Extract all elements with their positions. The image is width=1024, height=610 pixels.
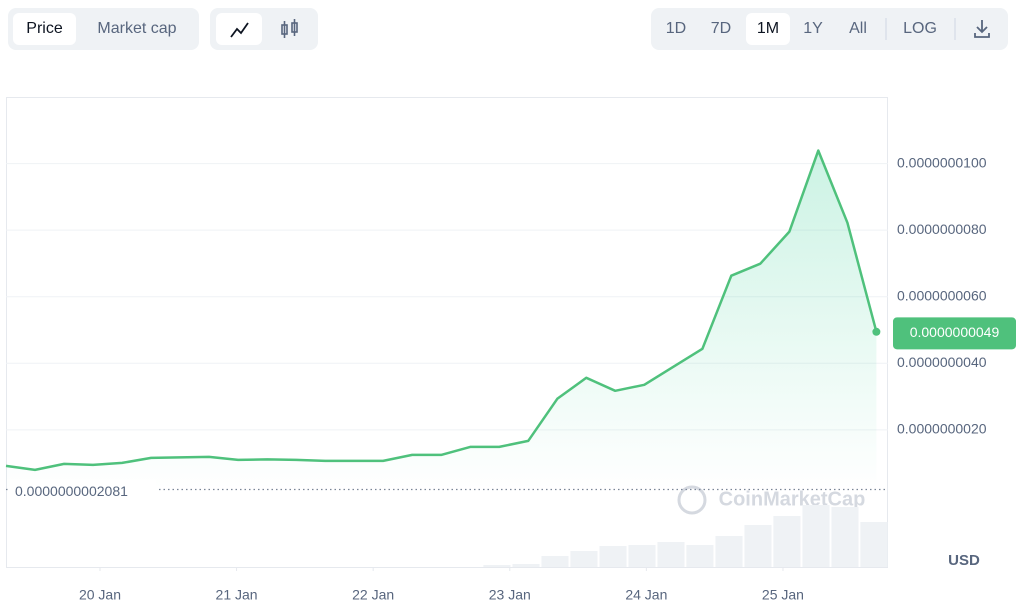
baseline-label-bg [10,479,156,500]
price-line [5,149,878,472]
x-tick-label: 20 Jan [79,587,121,603]
y-tick-label: 0.0000000100 [897,154,987,170]
range-button[interactable]: 1Y [803,20,823,37]
volume-bar [860,522,888,567]
range-group [651,8,1008,50]
y-tick-label: 0.0000000040 [897,354,987,370]
x-tick-label: 24 Jan [625,587,667,603]
plot: CoinMarketCap 0.0000000002081 [5,149,888,571]
volume-bar [628,545,656,567]
volume-bar [512,564,540,567]
line-style-button[interactable] [216,13,262,45]
plot-frame [6,97,888,568]
line-icon [230,22,249,38]
last-price-label: 0.0000000049 [910,324,1000,340]
log-button[interactable]: LOG [903,20,937,37]
volume-bar [802,505,830,567]
volume-bar [657,542,685,567]
y-tick-label: 0.0000000020 [897,421,987,437]
volume-bar [483,565,511,567]
volume-bar [715,536,743,567]
volume-bar [686,545,714,567]
x-tick-label: 25 Jan [762,587,804,603]
candle-icon[interactable] [281,19,298,38]
volume-bar [773,516,801,567]
range-button[interactable]: 1D [666,20,686,37]
metric-tab[interactable]: Market cap [97,20,176,37]
watermark-logo [677,485,707,515]
x-tick-label: 22 Jan [352,587,394,603]
y-tick-label: 0.0000000080 [897,221,987,237]
range-button[interactable]: 1M [757,20,779,37]
watermark: CoinMarketCap [719,488,866,510]
range-highlight [746,13,790,45]
volume-bar [599,546,627,567]
download-icon[interactable] [974,20,990,38]
volume-bar [744,525,772,567]
metric-tab[interactable]: Price [26,20,63,37]
x-tick-label: 21 Jan [216,587,258,603]
baseline-label: 0.0000000002081 [15,483,128,499]
volume-bar [831,507,859,567]
last-price-badge [893,317,1016,350]
currency-label: USD [948,552,980,569]
last-point [872,327,881,336]
x-tick-label: 23 Jan [489,587,531,603]
price-area [6,150,877,490]
volume-bar [541,556,569,567]
y-tick-label: 0.0000000060 [897,287,987,303]
range-button[interactable]: 7D [711,20,731,37]
volume-bar [570,551,598,567]
range-button[interactable]: All [849,20,867,37]
tab-highlight [13,13,76,45]
